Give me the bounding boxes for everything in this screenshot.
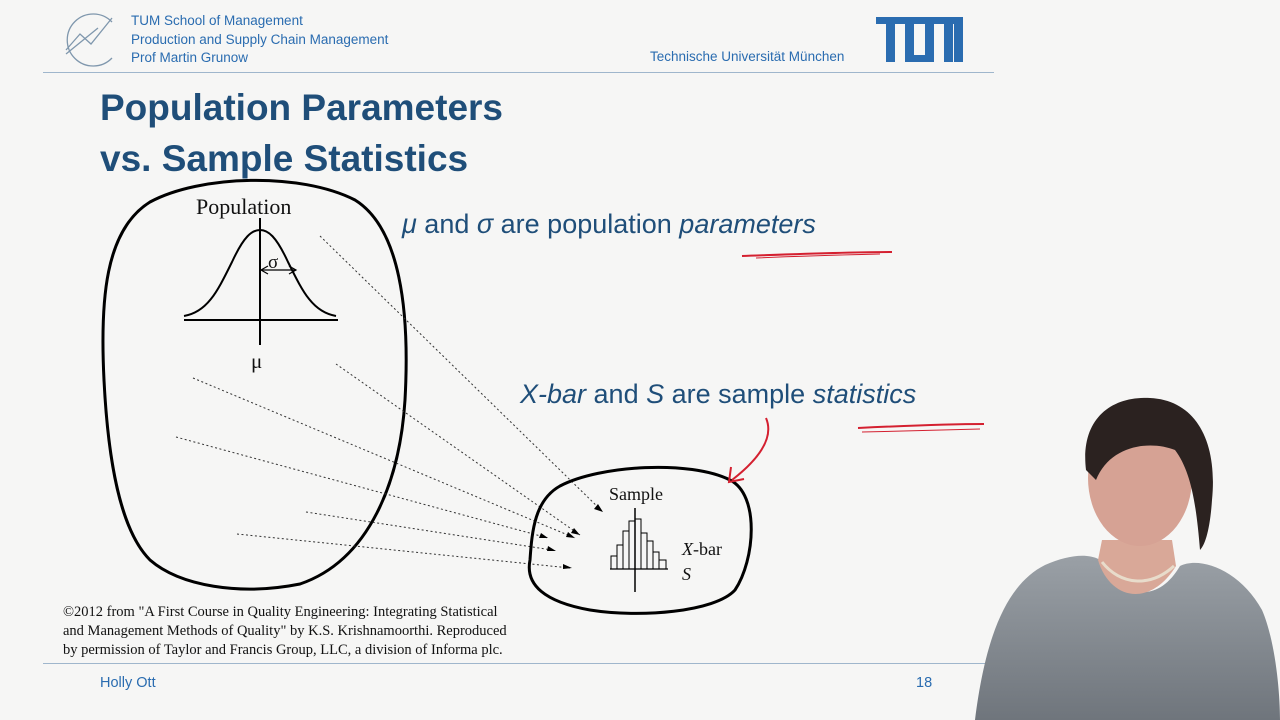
normal-curve — [183, 218, 338, 345]
header-line-professor: Prof Martin Grunow — [131, 50, 249, 65]
statistics-statement: X-bar and S are sample statistics — [520, 379, 916, 410]
footer-rule — [43, 663, 994, 664]
caption-line: ©2012 from "A First Course in Quality En… — [63, 604, 498, 620]
xbar-symbol: X-bar — [520, 379, 587, 409]
page-number: 18 — [916, 675, 933, 691]
statistics-emph: statistics — [812, 379, 917, 409]
and-word: and — [416, 209, 477, 239]
population-outline — [101, 178, 408, 591]
mu-symbol: μ — [402, 209, 417, 239]
slide-title: Population Parameters vs. Sample Statist… — [100, 82, 503, 184]
xbar-label: X-bar — [681, 539, 722, 559]
header-line-school: TUM School of Management — [131, 13, 303, 28]
parameters-statement: μ and σ are population parameters — [402, 209, 816, 240]
statistics-rest: are sample — [664, 379, 813, 409]
sigma-symbol: σ — [476, 209, 494, 239]
header-lines: TUM School of Management Production and … — [131, 12, 388, 68]
histogram — [610, 508, 668, 592]
university-name: Technische Universität München — [650, 49, 845, 64]
caption-line: by permission of Taylor and Francis Grou… — [63, 642, 503, 658]
s-symbol: S — [646, 379, 665, 409]
school-logo-icon — [65, 13, 113, 67]
parameters-rest: are population — [493, 209, 680, 239]
copyright-caption: ©2012 from "A First Course in Quality En… — [63, 603, 507, 660]
sample-outline — [527, 465, 753, 615]
title-line-1: Population Parameters — [100, 87, 504, 128]
mu-label: μ — [251, 349, 262, 373]
arrowheads — [539, 504, 603, 569]
tum-logo — [876, 17, 963, 62]
caption-line: and Management Methods of Quality" by K.… — [63, 623, 507, 639]
population-label: Population — [196, 194, 291, 219]
presenter-name: Holly Ott — [100, 675, 156, 691]
red-annotations — [727, 251, 985, 484]
and-word: and — [586, 379, 647, 409]
s-label: S — [682, 564, 691, 584]
header-rule — [43, 72, 994, 73]
parameters-emph: parameters — [679, 209, 816, 239]
sigma-label: σ — [268, 252, 278, 273]
sample-label: Sample — [609, 484, 663, 504]
header-line-chair: Production and Supply Chain Management — [131, 31, 389, 47]
title-line-2: vs. Sample Statistics — [100, 138, 469, 179]
